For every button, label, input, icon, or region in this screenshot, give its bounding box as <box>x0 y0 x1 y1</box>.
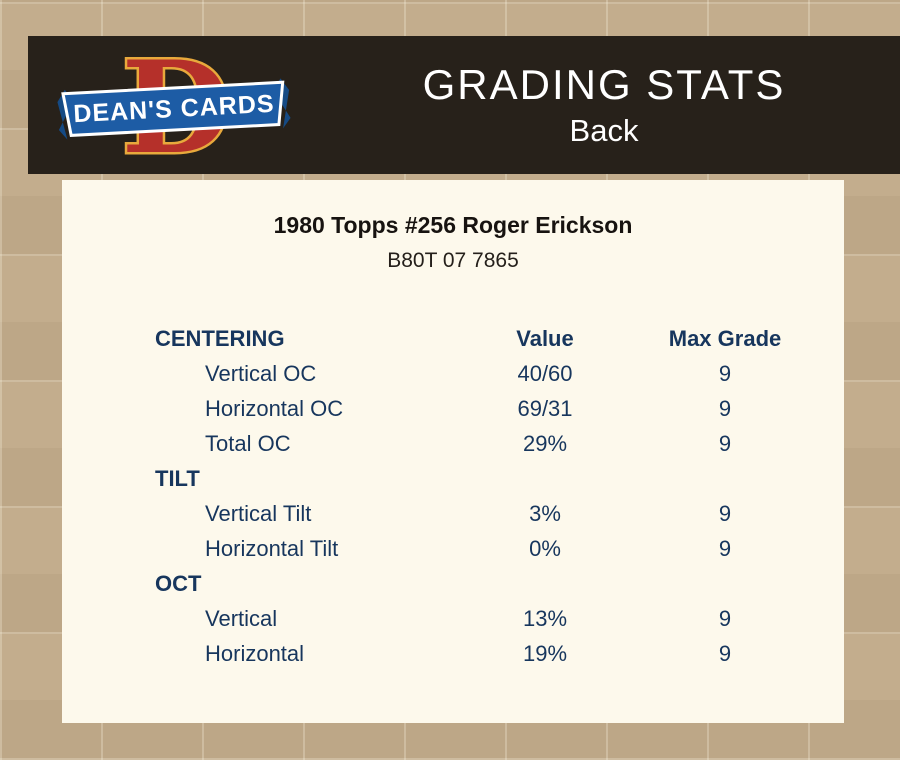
row-value: 40/60 <box>517 361 573 386</box>
row-label: Vertical <box>205 606 278 631</box>
empty-cell <box>455 566 635 601</box>
row-label: Vertical Tilt <box>205 501 312 526</box>
stats-panel: 1980 Topps #256 Roger Erickson B80T 07 7… <box>62 180 844 723</box>
page-title: GRADING STATS <box>422 60 786 108</box>
row-value: 19% <box>522 641 568 666</box>
row-max: 9 <box>718 396 732 421</box>
row-label: Vertical OC <box>205 361 317 386</box>
row-value: 29% <box>522 431 568 456</box>
section-header-oct: OCT <box>155 571 202 596</box>
row-label: Horizontal OC <box>205 396 344 421</box>
deans-cards-logo-icon: D DEAN'S CARDS <box>57 32 291 185</box>
empty-cell <box>635 566 815 601</box>
row-max: 9 <box>718 501 732 526</box>
row-label: Total OC <box>205 431 291 456</box>
row-value: 69/31 <box>517 396 573 421</box>
row-value: 0% <box>529 536 561 561</box>
logo-ribbon: DEAN'S CARDS <box>57 78 291 140</box>
deans-cards-logo: D DEAN'S CARDS <box>54 32 294 185</box>
row-value: 13% <box>522 606 568 631</box>
section-header-centering: CENTERING <box>155 326 285 351</box>
row-label: Horizontal <box>205 641 305 666</box>
grading-stats-table: CENTERING Value Max Grade Vertical OC 40… <box>62 321 844 671</box>
row-max: 9 <box>718 641 732 666</box>
empty-cell <box>635 461 815 496</box>
card-code: B80T 07 7865 <box>387 249 519 272</box>
row-value: 3% <box>529 501 561 526</box>
section-header-tilt: TILT <box>155 466 200 491</box>
row-max: 9 <box>718 536 732 561</box>
row-label: Horizontal Tilt <box>205 536 339 561</box>
card-title: 1980 Topps #256 Roger Erickson <box>273 212 633 238</box>
header-bar: D DEAN'S CARDS GRADING STATS Back <box>28 32 900 185</box>
header-text-block: GRADING STATS Back <box>308 36 900 174</box>
row-max: 9 <box>718 431 732 456</box>
row-max: 9 <box>718 606 732 631</box>
column-header-value: Value <box>516 326 574 351</box>
row-max: 9 <box>718 361 732 386</box>
page-subtitle: Back <box>569 113 639 149</box>
column-header-max-grade: Max Grade <box>668 326 782 351</box>
empty-cell <box>455 461 635 496</box>
